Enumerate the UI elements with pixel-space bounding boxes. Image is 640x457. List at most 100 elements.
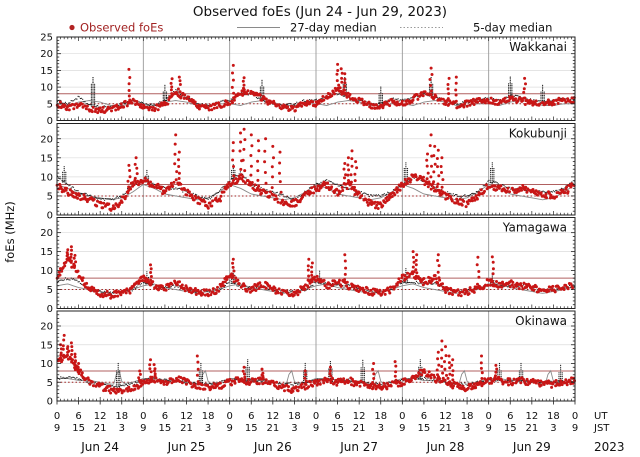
legend: Observed foEs 27-day median 5-day median bbox=[69, 21, 552, 35]
panel-wakkanai: 0 5 10 15 20 25 Wakkanai bbox=[40, 33, 576, 127]
y-tick-label: 0 bbox=[47, 304, 53, 315]
x-tick-label-ut: 6 bbox=[507, 411, 513, 422]
median27-series bbox=[56, 183, 576, 201]
x-tick-label-jst: 9 bbox=[485, 423, 491, 434]
y-tick-label: 5 bbox=[47, 191, 53, 202]
x-tick-label-ut: 0 bbox=[399, 411, 405, 422]
y-tick-label: 0 bbox=[47, 116, 53, 127]
x-tick-label-jst: 21 bbox=[180, 423, 193, 434]
x-tick-label-jst: 3 bbox=[119, 423, 125, 434]
y-ticks: 0 5 10 15 20 25 bbox=[40, 33, 575, 127]
y-ticks: 0 5 10 15 20 bbox=[40, 220, 575, 315]
x-tick-label-ut: 0 bbox=[226, 411, 232, 422]
day-label: Jun 24 bbox=[80, 440, 119, 454]
y-tick-label: 20 bbox=[40, 49, 53, 60]
y-axis-label: foEs (MHz) bbox=[3, 201, 17, 263]
x-tick-label-ut: 18 bbox=[202, 411, 215, 422]
x-tick-label-ut: 18 bbox=[115, 411, 128, 422]
day-label: Jun 26 bbox=[253, 440, 292, 454]
legend-observed-label: Observed foEs bbox=[80, 21, 163, 35]
x-tick-label-jst: 15 bbox=[245, 423, 258, 434]
x-ticks bbox=[60, 37, 572, 121]
x-tick-label-ut: 18 bbox=[288, 411, 301, 422]
x-tick-label-ut: 6 bbox=[421, 411, 427, 422]
x-ticks bbox=[60, 211, 572, 215]
x-tick-label-ut: 12 bbox=[180, 411, 193, 422]
chart-title: Observed foEs (Jun 24 - Jun 29, 2023) bbox=[193, 4, 447, 20]
day-label: Jun 29 bbox=[512, 440, 551, 454]
x-tick-label-ut: 0 bbox=[572, 411, 578, 422]
legend-27day-label: 27-day median bbox=[290, 21, 377, 35]
x-ticks bbox=[60, 397, 572, 401]
x-tick-label-ut: 12 bbox=[353, 411, 366, 422]
x-tick-label-ut: 6 bbox=[248, 411, 254, 422]
x-tick-label-ut: 18 bbox=[461, 411, 474, 422]
y-tick-label: 5 bbox=[47, 285, 53, 296]
x-tick-label-ut: 12 bbox=[525, 411, 538, 422]
x-tick-label-jst: 3 bbox=[464, 423, 470, 434]
y-tick-label: 10 bbox=[40, 266, 53, 277]
y-tick-label: 20 bbox=[40, 228, 53, 239]
jst-row-label: JST bbox=[593, 423, 610, 434]
x-tick-label-jst: 3 bbox=[291, 423, 297, 434]
x-tick-label-jst: 21 bbox=[525, 423, 538, 434]
y-tick-label: 15 bbox=[40, 153, 53, 164]
station-label: Kokubunji bbox=[509, 127, 567, 141]
x-tick-label-jst: 3 bbox=[550, 423, 556, 434]
x-tick-label-jst: 9 bbox=[140, 423, 146, 434]
y-tick-label: 0 bbox=[47, 397, 53, 408]
x-tick-label-ut: 0 bbox=[485, 411, 491, 422]
year-label: 2023 bbox=[594, 440, 625, 454]
legend-5day-label: 5-day median bbox=[473, 21, 552, 35]
x-tick-label-jst: 21 bbox=[94, 423, 107, 434]
day-label: Jun 28 bbox=[426, 440, 465, 454]
y-tick-label: 20 bbox=[40, 322, 53, 333]
day-gridlines bbox=[142, 123, 490, 215]
x-tick-label-jst: 9 bbox=[54, 423, 60, 434]
y-tick-label: 5 bbox=[47, 378, 53, 389]
day-label: Jun 25 bbox=[167, 440, 206, 454]
x-tick-label-ut: 0 bbox=[313, 411, 319, 422]
panel-yamagawa: 0 5 10 15 20 Yamagawa bbox=[40, 217, 576, 315]
x-tick-label-jst: 21 bbox=[353, 423, 366, 434]
y-ticks: 0 5 10 15 20 bbox=[40, 126, 575, 222]
x-tick-label-ut: 12 bbox=[439, 411, 452, 422]
x-tick-label-ut: 18 bbox=[374, 411, 387, 422]
x-tick-label-ut: 6 bbox=[334, 411, 340, 422]
legend-observed-dot-icon bbox=[69, 24, 75, 31]
day-label: Jun 27 bbox=[339, 440, 378, 454]
x-tick-label-jst: 3 bbox=[205, 423, 211, 434]
panels: 0 5 10 15 20 25 Wakkanai 0 5 10 15 20 Kokubunji 0 5 10 1… bbox=[40, 33, 576, 408]
x-tick-label-ut: 6 bbox=[75, 411, 81, 422]
panel-okinawa: 0 5 10 15 20 Okinawa bbox=[40, 310, 576, 408]
y-tick-label: 10 bbox=[40, 359, 53, 370]
x-tick-label-jst: 15 bbox=[504, 423, 517, 434]
day-gridlines bbox=[142, 37, 490, 121]
x-tick-label-jst: 9 bbox=[572, 423, 578, 434]
ut-row-label: UT bbox=[594, 411, 608, 422]
station-label: Okinawa bbox=[515, 314, 567, 328]
x-tick-label-ut: 0 bbox=[140, 411, 146, 422]
x-tick-label-ut: 18 bbox=[547, 411, 560, 422]
x-tick-label-jst: 21 bbox=[266, 423, 279, 434]
y-tick-label: 5 bbox=[47, 99, 53, 110]
x-tick-label-ut: 6 bbox=[162, 411, 168, 422]
y-tick-label: 15 bbox=[40, 247, 53, 258]
panel-kokubunji: 0 5 10 15 20 Kokubunji bbox=[40, 123, 576, 222]
x-tick-label-jst: 9 bbox=[399, 423, 405, 434]
x-tick-label-jst: 15 bbox=[418, 423, 431, 434]
station-label: Yamagawa bbox=[502, 221, 567, 235]
y-tick-label: 15 bbox=[40, 340, 53, 351]
x-tick-label-jst: 15 bbox=[331, 423, 344, 434]
observed-series bbox=[56, 333, 576, 395]
y-tick-label: 0 bbox=[47, 211, 53, 222]
observed-series bbox=[55, 127, 576, 212]
y-tick-label: 10 bbox=[40, 172, 53, 183]
observed-series bbox=[55, 245, 575, 300]
station-label: Wakkanai bbox=[509, 40, 567, 54]
observed-series bbox=[55, 62, 576, 115]
y-tick-label: 10 bbox=[40, 83, 53, 94]
